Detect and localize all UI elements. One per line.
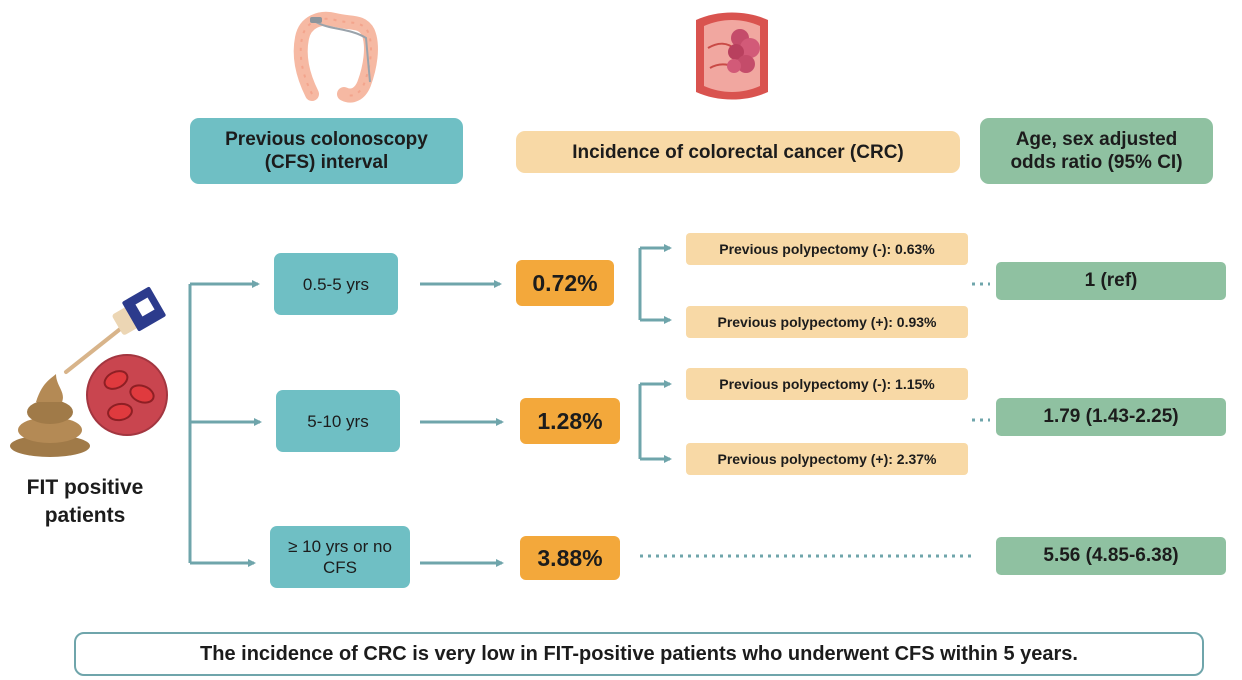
interval-box-3: ≥ 10 yrs or no CFS	[270, 526, 410, 588]
odds-ratio-2: 1.79 (1.43-2.25)	[996, 398, 1226, 436]
polypectomy-neg-2: Previous polypectomy (-): 1.15%	[686, 368, 968, 400]
incidence-box-3: 3.88%	[520, 536, 620, 580]
odds-ratio-1: 1 (ref)	[996, 262, 1226, 300]
interval-box-2: 5-10 yrs	[276, 390, 400, 452]
conclusion-box: The incidence of CRC is very low in FIT-…	[74, 632, 1204, 676]
stool-icon	[10, 374, 90, 457]
header-incidence: Incidence of colorectal cancer (CRC)	[516, 131, 960, 173]
incidence-box-1: 0.72%	[516, 260, 614, 306]
odds-ratio-3: 5.56 (4.85-6.38)	[996, 537, 1226, 575]
blood-cells-icon	[86, 354, 168, 436]
patients-label: FIT positive patients	[26, 476, 144, 527]
colon-icon	[293, 11, 378, 103]
polypectomy-neg-1: Previous polypectomy (-): 0.63%	[686, 233, 968, 265]
header-odds-ratio: Age, sex adjusted odds ratio (95% CI)	[980, 118, 1213, 184]
polypectomy-pos-1: Previous polypectomy (+): 0.93%	[686, 306, 968, 338]
incidence-box-2: 1.28%	[520, 398, 620, 444]
header-interval: Previous colonoscopy (CFS) interval	[190, 118, 463, 184]
polypectomy-pos-2: Previous polypectomy (+): 2.37%	[686, 443, 968, 475]
fit-test-icon	[64, 287, 166, 374]
interval-box-1: 0.5-5 yrs	[274, 253, 398, 315]
tumor-icon	[696, 12, 768, 100]
